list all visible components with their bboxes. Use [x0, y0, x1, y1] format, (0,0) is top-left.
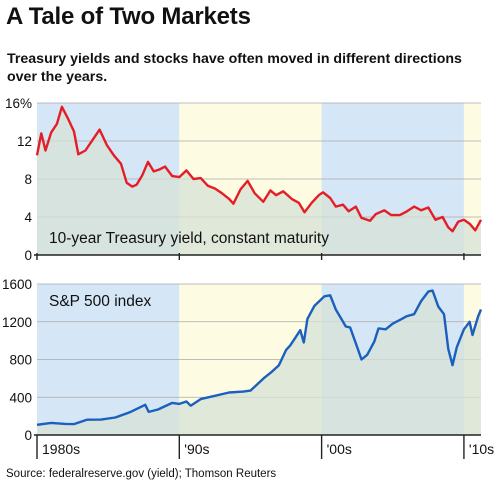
- yield-series-line: [35, 105, 483, 233]
- yield-y-tick-label: 4: [24, 210, 32, 225]
- yield-y-tick-label: 12: [17, 134, 32, 149]
- yield-series-label: 10-year Treasury yield, constant maturit…: [49, 230, 329, 247]
- sp500-y-tick-label: 1200: [2, 315, 32, 330]
- sp500-area-fill: [37, 290, 481, 435]
- x-tick-label: '90s: [184, 441, 209, 457]
- yield-y-tick-label: 0: [24, 248, 32, 263]
- series-lines: [35, 105, 483, 426]
- tick-labels: 0 4 8 12 16% 0 400 800 1200 1600 1980s '90s '00s '10s: [2, 96, 494, 457]
- axes: [34, 253, 481, 459]
- x-tick-label: '10s: [469, 441, 494, 457]
- yield-area-fill: [37, 106, 481, 255]
- chart-subtitle: Treasury yields and stocks have often mo…: [7, 51, 462, 85]
- x-tick-label: 1980s: [42, 441, 80, 457]
- sp500-y-tick-label: 0: [24, 428, 32, 443]
- area-fills: [37, 106, 481, 435]
- yield-y-tick-label: 16%: [5, 96, 32, 111]
- x-tick-label: '00s: [327, 441, 352, 457]
- source-note: Source: federalreserve.gov (yield); Thom…: [6, 468, 277, 480]
- sp500-series-line: [36, 289, 483, 426]
- yield-y-tick-label: 8: [24, 172, 32, 187]
- sp500-y-tick-label: 1600: [2, 277, 32, 292]
- sp500-y-tick-label: 800: [9, 353, 32, 368]
- sp500-series-label: S&P 500 index: [49, 293, 152, 310]
- sp500-y-tick-label: 400: [9, 390, 32, 405]
- chart-title: A Tale of Two Markets: [6, 3, 251, 30]
